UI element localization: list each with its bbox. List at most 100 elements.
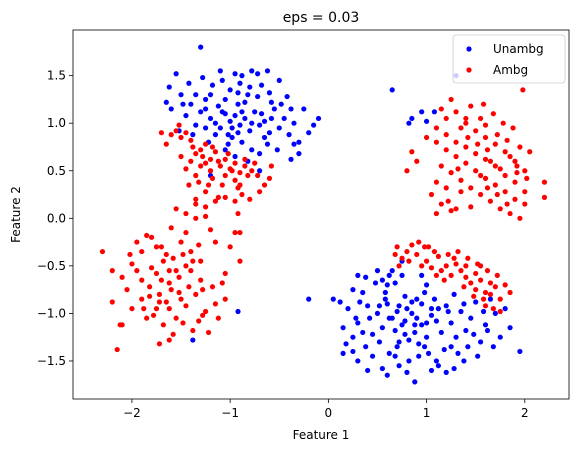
unambg-point (257, 168, 263, 174)
ambg-point (225, 151, 231, 157)
x-axis-title: Feature 1 (293, 428, 350, 442)
ambg-point (215, 315, 221, 321)
unambg-point (235, 130, 241, 136)
ambg-point (428, 191, 435, 198)
unambg-point (396, 303, 402, 309)
ambg-point (257, 189, 263, 195)
ambg-point (480, 296, 487, 302)
unambg-point (281, 115, 287, 122)
axes: −2 −1 0 1 2 −1.5 −1.0 −0.5 0.0 0.5 1.0 1.5 (37, 69, 529, 420)
unambg-point (365, 303, 371, 309)
data-points (99, 44, 548, 385)
ambg-point (166, 268, 172, 274)
ambg-point (178, 153, 184, 160)
x-tick-label: 1 (423, 406, 431, 420)
ambg-point (512, 158, 518, 164)
ambg-point (482, 134, 489, 141)
unambg-point (384, 372, 390, 378)
unambg-point (232, 112, 238, 119)
unambg-point (412, 329, 418, 336)
ambg-point (463, 115, 469, 122)
ambg-point (202, 213, 209, 219)
ambg-point (183, 166, 189, 172)
ambg-point (399, 255, 405, 261)
unambg-point (409, 299, 415, 305)
unambg-point (350, 334, 356, 340)
ambg-point (227, 244, 233, 250)
ambg-point (188, 158, 194, 164)
ambg-point (193, 172, 199, 179)
ambg-point (448, 208, 454, 214)
ambg-point (541, 179, 548, 185)
y-tick-label: −1.0 (37, 306, 66, 320)
unambg-point (229, 125, 235, 131)
unambg-point (365, 367, 371, 374)
ambg-point (139, 248, 145, 255)
unambg-point (416, 341, 422, 347)
ambg-point (190, 327, 196, 334)
unambg-point (288, 156, 294, 162)
ambg-point (193, 291, 199, 297)
unambg-point (173, 71, 179, 77)
unambg-point (232, 71, 238, 77)
ambg-point (212, 198, 219, 204)
ambg-point (453, 109, 459, 115)
ambg-point (198, 163, 204, 169)
ambg-point (222, 156, 228, 162)
unambg-point (412, 379, 418, 385)
ambg-point (414, 158, 420, 164)
ambg-point (183, 210, 189, 217)
unambg-point (222, 147, 228, 153)
unambg-point (268, 99, 274, 105)
ambg-point (453, 206, 459, 212)
ambg-point (196, 242, 202, 248)
unambg-point (414, 315, 420, 321)
ambg-point (497, 308, 503, 315)
ambg-point (443, 147, 449, 153)
y-tick-label: −0.5 (37, 259, 66, 273)
ambg-point (239, 191, 245, 198)
unambg-point (425, 350, 432, 356)
ambg-point (166, 337, 172, 343)
ambg-point (517, 215, 523, 221)
ambg-point (163, 141, 169, 147)
ambg-point (482, 289, 489, 296)
ambg-point (475, 141, 481, 147)
unambg-point (404, 369, 410, 375)
x-tick-label: 2 (521, 406, 529, 420)
unambg-point (471, 331, 477, 337)
unambg-point (237, 80, 243, 86)
ambg-point (443, 185, 449, 191)
legend-label: Ambg (493, 63, 528, 77)
unambg-point (235, 101, 241, 107)
ambg-point (144, 315, 150, 321)
unambg-point (198, 109, 204, 115)
unambg-point (258, 82, 265, 88)
ambg-point (207, 168, 214, 174)
ambg-point (176, 122, 182, 128)
unambg-point (382, 289, 388, 296)
unambg-point (190, 132, 196, 138)
ambg-point (178, 134, 184, 141)
unambg-point (433, 318, 440, 324)
ambg-point (209, 144, 216, 150)
ambg-point (438, 106, 444, 112)
ambg-point (261, 182, 268, 188)
unambg-point (278, 101, 284, 107)
ambg-point (463, 160, 469, 166)
unambg-point (379, 325, 385, 331)
ambg-point (139, 277, 145, 283)
unambg-point (340, 325, 346, 331)
unambg-point (453, 334, 459, 340)
ambg-point (507, 210, 513, 217)
ambg-point (242, 156, 248, 162)
ambg-point (453, 153, 459, 160)
ambg-point (524, 175, 530, 181)
unambg-point (409, 310, 415, 317)
unambg-point (219, 77, 225, 83)
unambg-point (455, 350, 461, 356)
ambg-point (183, 130, 189, 136)
ambg-point (229, 168, 235, 174)
unambg-point (423, 334, 430, 340)
unambg-point (345, 306, 351, 312)
